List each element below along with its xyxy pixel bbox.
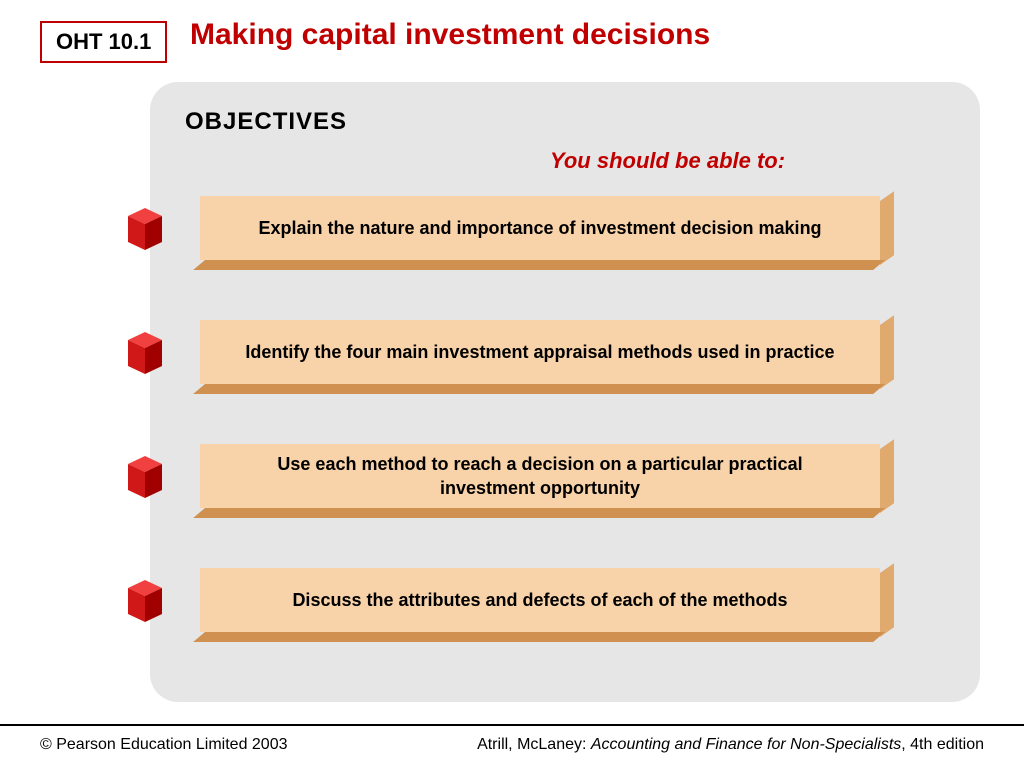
footer-copyright: © Pearson Education Limited 2003 [40, 736, 288, 754]
objective-bar: Use each method to reach a decision on a… [200, 444, 900, 518]
objectives-subheading: You should be able to: [550, 148, 785, 174]
objective-text: Identify the four main investment apprai… [200, 320, 880, 384]
oht-label-text: OHT 10.1 [56, 29, 151, 54]
footer-book-title: Accounting and Finance for Non-Specialis… [591, 736, 901, 753]
objective-bar: Identify the four main investment apprai… [200, 320, 900, 394]
objective-row: Discuss the attributes and defects of ea… [120, 568, 920, 652]
objectives-heading: OBJECTIVES [185, 108, 347, 136]
bullet-cube-icon [120, 452, 170, 502]
objective-row: Identify the four main investment apprai… [120, 320, 920, 404]
bullet-cube-icon [120, 328, 170, 378]
objective-row: Explain the nature and importance of inv… [120, 196, 920, 280]
footer-authors: Atrill, McLaney: [477, 736, 591, 753]
bar-side-face [880, 191, 894, 265]
objective-text: Use each method to reach a decision on a… [200, 444, 880, 508]
oht-label-box: OHT 10.1 [40, 21, 167, 63]
footer-edition: , 4th edition [901, 736, 984, 753]
objective-bar: Explain the nature and importance of inv… [200, 196, 900, 270]
bar-bottom-face [193, 384, 885, 394]
bar-bottom-face [193, 260, 885, 270]
objective-text: Discuss the attributes and defects of ea… [200, 568, 880, 632]
objective-bar: Discuss the attributes and defects of ea… [200, 568, 900, 642]
slide-header: OHT 10.1 Making capital investment decis… [0, 18, 1024, 68]
bar-side-face [880, 315, 894, 389]
objective-row: Use each method to reach a decision on a… [120, 444, 920, 528]
bullet-cube-icon [120, 204, 170, 254]
bar-side-face [880, 563, 894, 637]
bar-side-face [880, 439, 894, 513]
slide-title: Making capital investment decisions [190, 18, 710, 52]
slide-footer: © Pearson Education Limited 2003 Atrill,… [0, 724, 1024, 768]
objective-text: Explain the nature and importance of inv… [200, 196, 880, 260]
footer-citation: Atrill, McLaney: Accounting and Finance … [477, 736, 984, 754]
bar-bottom-face [193, 632, 885, 642]
bar-bottom-face [193, 508, 885, 518]
bullet-cube-icon [120, 576, 170, 626]
